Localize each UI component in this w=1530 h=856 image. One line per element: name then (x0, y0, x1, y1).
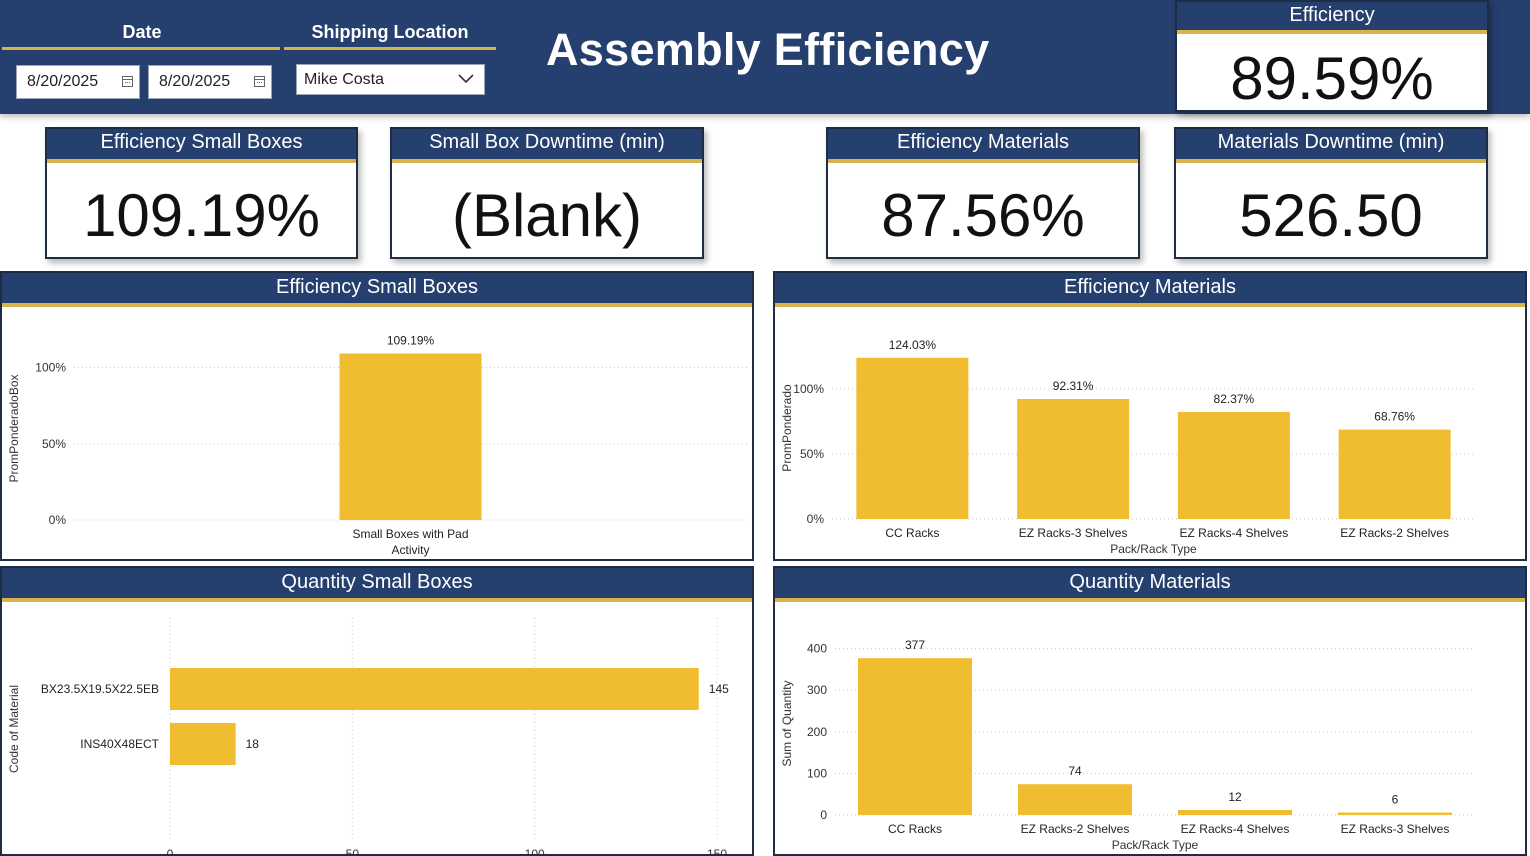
kpi-small-box-downtime-label: Small Box Downtime (min) (392, 129, 702, 163)
date-start-input[interactable]: 8/20/2025 (16, 65, 140, 99)
kpi-small-box-downtime-value: (Blank) (451, 182, 643, 249)
kpi-eff-materials-card: Efficiency Materials 87.56% (826, 127, 1140, 259)
kpi-efficiency-label: Efficiency (1177, 2, 1487, 34)
chart-panel-eff-small-boxes: Efficiency Small Boxes 0% 50% 100% 109.19% S… (0, 271, 754, 561)
chart-title: Quantity Materials (775, 568, 1525, 602)
x-tick-label: EZ Racks-4 Shelves (1181, 822, 1290, 836)
y-tick-label: 400 (807, 642, 827, 656)
chart-qty-small-boxes: 0 50 100 150 145 BX23.5X19.5X22.5EB 18 INS40X48… (7, 618, 729, 854)
data-label: 68.76% (1374, 410, 1415, 424)
y-axis-title: PromPonderado (780, 384, 794, 472)
data-label: 145 (709, 682, 729, 696)
y-axis-title: PromPonderadoBox (7, 374, 21, 482)
calendar-icon[interactable] (254, 76, 265, 87)
y-tick-label: 50% (42, 437, 66, 451)
kpi-eff-materials-value: 87.56% (881, 182, 1085, 249)
kpi-materials-downtime-label: Materials Downtime (min) (1176, 129, 1486, 163)
location-selected-value: Mike Costa (304, 71, 385, 88)
chart-panel-eff-materials: Efficiency Materials 0% 50% 100% 124.03% CC … (773, 271, 1527, 561)
data-label: 74 (1068, 764, 1082, 778)
bar (858, 658, 972, 815)
page-title: Assembly Efficiency (546, 24, 990, 75)
x-tick-label: EZ Racks-2 Shelves (1021, 822, 1130, 836)
x-tick-label: EZ Racks-3 Shelves (1019, 526, 1128, 540)
y-tick-label: INS40X48ECT (80, 737, 159, 751)
chart-qty-materials: 0 100 200 300 400 377 CC Racks 74 EZ Racks-2 She… (780, 638, 1475, 852)
data-label: 12 (1228, 790, 1242, 804)
x-tick-label: 0 (167, 847, 174, 854)
y-tick-label: 200 (807, 725, 827, 739)
y-tick-label: 0% (49, 513, 67, 527)
location-slicer-label: Shipping Location (311, 22, 469, 42)
data-label: 377 (905, 638, 925, 652)
kpi-small-box-downtime-card: Small Box Downtime (min) (Blank) (390, 127, 704, 259)
y-axis-title: Sum of Quantity (780, 680, 794, 766)
x-tick-label: Small Boxes with Pad (352, 527, 468, 541)
data-label: 109.19% (387, 333, 435, 347)
data-label: 92.31% (1053, 379, 1094, 393)
x-tick-label: 100 (525, 847, 545, 854)
date-end-value: 8/20/2025 (159, 73, 231, 90)
y-tick-label: 0 (820, 808, 827, 822)
date-slicer-label: Date (122, 22, 162, 42)
chart-panel-qty-small-boxes: Quantity Small Boxes 0 50 100 150 145 BX23.5X… (0, 566, 754, 856)
kpi-efficiency-card: Efficiency 89.59% (1175, 0, 1489, 112)
x-tick-label: 150 (707, 847, 727, 854)
x-tick-label: EZ Racks-2 Shelves (1340, 526, 1449, 540)
y-axis-title: Code of Material (7, 685, 21, 773)
y-tick-label: 100% (35, 361, 66, 375)
bar (1177, 411, 1290, 519)
chevron-down-icon[interactable] (458, 72, 474, 84)
y-tick-label: 50% (800, 447, 824, 461)
chart-title: Efficiency Small Boxes (2, 273, 752, 307)
location-dropdown[interactable]: Mike Costa (296, 64, 485, 95)
y-tick-label: 100 (807, 766, 827, 780)
bar (339, 353, 482, 520)
chart-panel-qty-materials: Quantity Materials 0 100 200 300 400 377 CC Ra… (773, 566, 1527, 856)
kpi-eff-small-boxes-label: Efficiency Small Boxes (47, 129, 356, 163)
data-label: 82.37% (1214, 392, 1255, 406)
bar (1018, 784, 1132, 815)
y-tick-label: 100% (793, 382, 824, 396)
x-tick-label: CC Racks (888, 822, 942, 836)
y-tick-label: BX23.5X19.5X22.5EB (41, 682, 159, 696)
bar (170, 668, 699, 710)
bar (1338, 812, 1452, 815)
chart-title: Efficiency Materials (775, 273, 1525, 307)
kpi-eff-small-boxes-value: 109.19% (83, 182, 320, 249)
kpi-eff-small-boxes-card: Efficiency Small Boxes 109.19% (45, 127, 358, 259)
bar (170, 723, 236, 765)
bar (856, 357, 969, 519)
location-slicer-underline (284, 47, 496, 50)
x-tick-label: EZ Racks-4 Shelves (1180, 526, 1289, 540)
y-tick-label: 0% (807, 512, 825, 526)
date-start-value: 8/20/2025 (27, 73, 99, 90)
date-end-input[interactable]: 8/20/2025 (148, 65, 272, 99)
date-slicer-underline (2, 47, 280, 50)
calendar-icon[interactable] (122, 76, 133, 87)
chart-eff-materials: 0% 50% 100% 124.03% CC Racks 92.31% EZ Racks-3… (780, 338, 1475, 556)
data-label: 6 (1392, 793, 1399, 807)
x-tick-label: CC Racks (885, 526, 939, 540)
data-label: 124.03% (889, 338, 937, 352)
kpi-materials-downtime-card: Materials Downtime (min) 526.50 (1174, 127, 1488, 259)
y-tick-label: 300 (807, 683, 827, 697)
x-tick-label: Activity (391, 543, 429, 557)
x-axis-title: Pack/Rack Type (1110, 542, 1197, 556)
x-axis-title: Pack/Rack Type (1112, 838, 1199, 852)
chart-title: Quantity Small Boxes (2, 568, 752, 602)
x-tick-label: 50 (346, 847, 360, 854)
chart-eff-small-boxes: 0% 50% 100% 109.19% Small Boxes with Pad Acti… (7, 333, 747, 557)
bar (1338, 429, 1451, 519)
kpi-efficiency-value: 89.59% (1230, 45, 1434, 112)
bar (1017, 398, 1130, 519)
data-label: 18 (246, 737, 260, 751)
bar (1178, 810, 1292, 815)
kpi-materials-downtime-value: 526.50 (1239, 182, 1423, 249)
x-tick-label: EZ Racks-3 Shelves (1341, 822, 1450, 836)
kpi-eff-materials-label: Efficiency Materials (828, 129, 1138, 163)
